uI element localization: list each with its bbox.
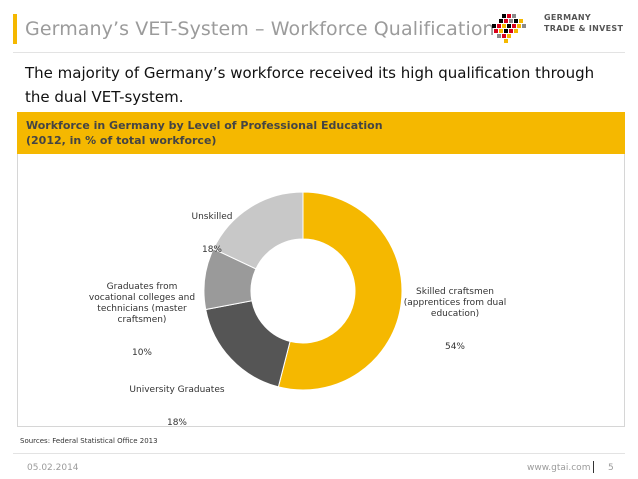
footer-date: 05.02.2014 xyxy=(27,463,79,473)
logo-square xyxy=(502,24,506,28)
logo-text-line1: GERMANY xyxy=(544,13,591,22)
logo-square xyxy=(494,29,498,33)
logo-square xyxy=(507,24,511,28)
slice-skilled-craftsmen xyxy=(277,191,403,391)
logo-square xyxy=(504,39,508,43)
logo-square xyxy=(504,19,508,23)
page-number: 5 xyxy=(608,463,614,473)
logo-square xyxy=(492,24,496,28)
logo-square xyxy=(504,29,508,33)
header-divider xyxy=(13,52,625,53)
logo-square xyxy=(519,19,523,23)
logo-square xyxy=(517,24,521,28)
logo-square xyxy=(512,24,516,28)
gtai-logo xyxy=(492,14,526,43)
logo-square xyxy=(509,29,513,33)
logo-square xyxy=(497,34,501,38)
slice-label-university-graduates: University Graduates 18% xyxy=(113,363,241,440)
slice-unskilled xyxy=(212,191,304,270)
slice-value: 18% xyxy=(201,245,222,255)
source-note: Sources: Federal Statistical Office 2013 xyxy=(20,437,158,445)
logo-square xyxy=(499,29,503,33)
slice-label-skilled-craftsmen: Skilled craftsmen (apprentices from dual… xyxy=(393,265,517,364)
slice-category: University Graduates xyxy=(129,385,225,395)
slice-label-vocational-graduates: Graduates from vocational colleges and t… xyxy=(82,260,202,370)
logo-square xyxy=(507,14,511,18)
slice-category: Unskilled xyxy=(191,212,233,222)
chart-header: Workforce in Germany by Level of Profess… xyxy=(17,112,625,154)
footer-separator xyxy=(593,461,594,473)
slice-label-unskilled: Unskilled 18% xyxy=(172,190,252,267)
logo-square xyxy=(499,19,503,23)
logo-square xyxy=(507,34,511,38)
slice-value: 54% xyxy=(444,342,465,352)
logo-square xyxy=(512,14,516,18)
logo-text-line2: TRADE & INVEST xyxy=(544,24,624,33)
slice-value: 18% xyxy=(166,418,187,428)
footer-url[interactable]: www.gtai.com xyxy=(527,463,591,473)
logo-square xyxy=(522,24,526,28)
logo-square xyxy=(514,19,518,23)
slice-category: Graduates from vocational colleges and t… xyxy=(88,282,196,325)
logo-square xyxy=(502,14,506,18)
slice-value: 10% xyxy=(131,348,152,358)
logo-square xyxy=(502,34,506,38)
intro-text: The majority of Germany’s workforce rece… xyxy=(25,64,595,106)
chart-title: Workforce in Germany by Level of Profess… xyxy=(26,119,383,147)
title-accent-bar xyxy=(13,14,17,44)
logo-square xyxy=(514,29,518,33)
footer-divider xyxy=(13,453,625,454)
logo-square xyxy=(497,24,501,28)
slice-category: Skilled craftsmen (apprentices from dual… xyxy=(403,287,507,319)
logo-square xyxy=(509,19,513,23)
logo-checker-icon xyxy=(492,14,526,43)
slide-title: Germany’s VET-System – Workforce Qualifi… xyxy=(25,18,495,40)
donut-chart xyxy=(203,191,403,391)
